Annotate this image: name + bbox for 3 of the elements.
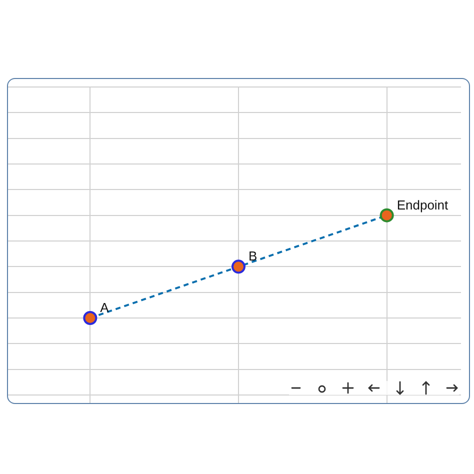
text: Endpoint: [396, 197, 449, 212]
annotation: B: [248, 248, 258, 264]
annotation: A: [100, 300, 110, 316]
